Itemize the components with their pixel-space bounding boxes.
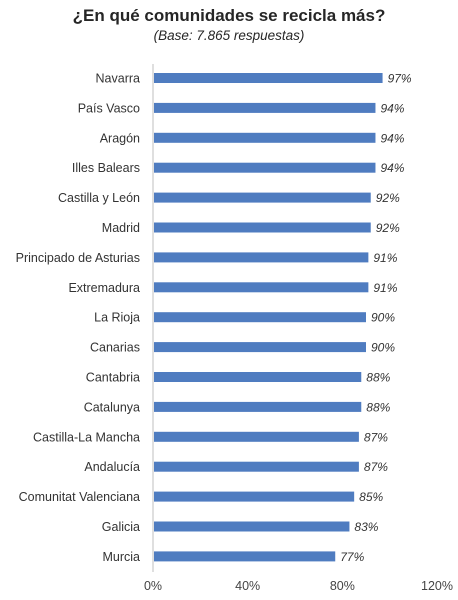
category-label: Cantabria	[86, 371, 140, 385]
bar	[154, 401, 362, 412]
bar	[154, 282, 369, 293]
category-label: Madrid	[102, 221, 140, 235]
bar	[154, 461, 359, 472]
category-label: Andalucía	[84, 460, 140, 474]
bar	[154, 252, 369, 263]
x-tick-label: 120%	[421, 579, 453, 593]
value-label: 87%	[364, 460, 388, 474]
value-label: 92%	[376, 221, 400, 235]
x-tick-label: 0%	[144, 579, 162, 593]
category-label: Aragón	[100, 131, 140, 145]
bar	[154, 491, 355, 502]
x-tick-label: 80%	[330, 579, 355, 593]
category-label: Comunitat Valenciana	[19, 490, 140, 504]
category-label: Castilla-La Mancha	[33, 430, 140, 444]
chart-subtitle: (Base: 7.865 respuestas)	[153, 28, 305, 43]
category-label: La Rioja	[94, 311, 140, 325]
value-label: 87%	[364, 430, 388, 444]
value-label: 85%	[359, 490, 383, 504]
category-label: País Vasco	[78, 101, 140, 115]
x-tick-label: 40%	[235, 579, 260, 593]
value-label: 88%	[366, 400, 390, 414]
chart-title: ¿En qué comunidades se recicla más?	[72, 6, 386, 25]
bar	[154, 431, 359, 442]
bar	[154, 312, 366, 323]
bar	[154, 551, 336, 562]
category-label: Principado de Asturias	[16, 251, 140, 265]
category-label: Illes Balears	[72, 161, 140, 175]
value-label: 94%	[380, 101, 404, 115]
value-label: 77%	[340, 550, 364, 564]
category-label: Castilla y León	[58, 191, 140, 205]
category-label: Murcia	[102, 550, 140, 564]
category-label: Extremadura	[68, 281, 140, 295]
category-label: Navarra	[96, 72, 141, 86]
value-label: 88%	[366, 371, 390, 385]
value-label: 91%	[373, 251, 397, 265]
bar	[154, 102, 376, 113]
value-label: 90%	[371, 311, 395, 325]
value-label: 97%	[388, 72, 412, 86]
bar	[154, 521, 350, 532]
value-label: 90%	[371, 341, 395, 355]
value-label: 94%	[380, 161, 404, 175]
value-label: 92%	[376, 191, 400, 205]
bar	[154, 192, 371, 203]
category-label: Canarias	[90, 341, 140, 355]
bar	[154, 372, 362, 382]
bar	[154, 73, 383, 83]
bar	[154, 222, 371, 233]
value-label: 94%	[380, 131, 404, 145]
value-label: 91%	[373, 281, 397, 295]
value-label: 83%	[354, 520, 378, 534]
category-label: Catalunya	[84, 400, 140, 414]
bar	[154, 132, 376, 143]
bar	[154, 162, 376, 173]
bar	[154, 342, 366, 353]
category-label: Galicia	[102, 520, 140, 534]
